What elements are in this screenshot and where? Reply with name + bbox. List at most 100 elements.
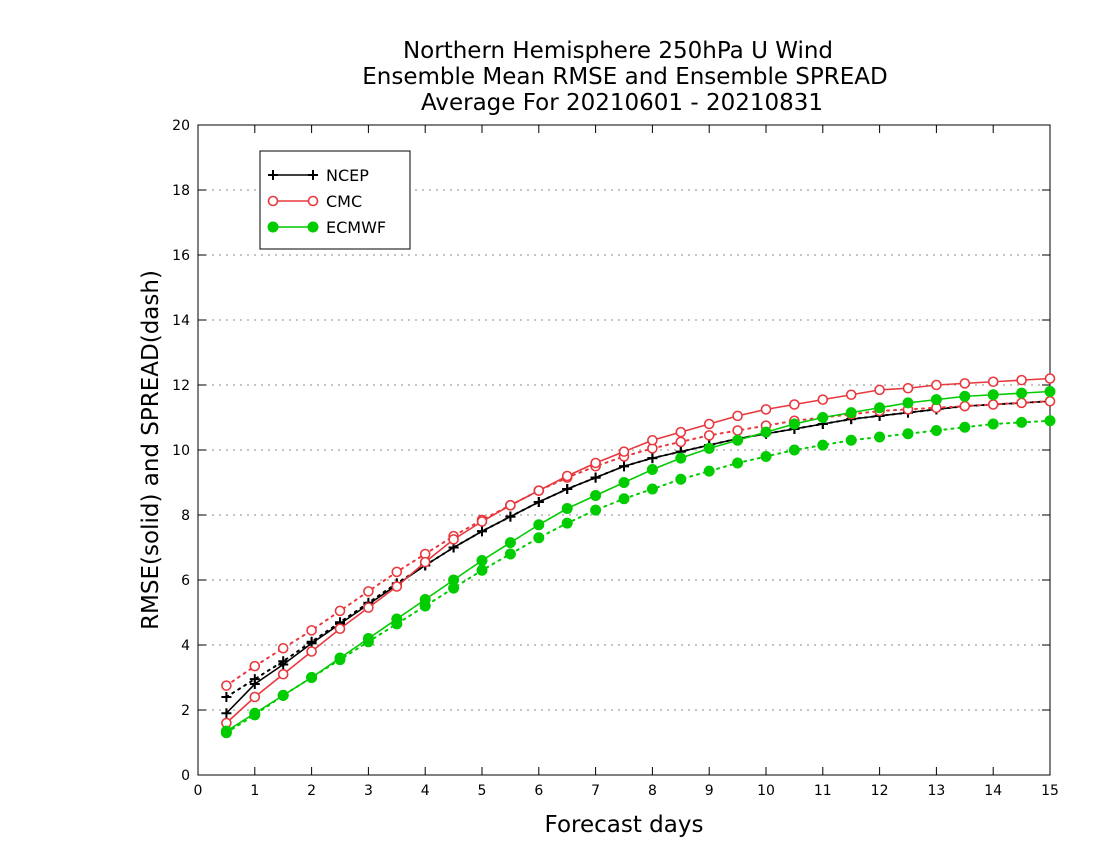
rmse-point-cmc bbox=[391, 581, 403, 592]
x-axis-ticks: 0 1 2 3 4 5 6 7 8 9 10 11 12 13 14 15 bbox=[194, 125, 1059, 799]
rmse-point-cmc bbox=[845, 389, 857, 401]
rmse-point-ecmwf bbox=[646, 464, 658, 475]
spread-point-cmc bbox=[675, 436, 687, 448]
rmse-point-ncep bbox=[505, 511, 516, 522]
spread-point-ncep bbox=[221, 692, 232, 702]
x-tick-label: 14 bbox=[984, 783, 1002, 799]
y-tick-label: 6 bbox=[181, 573, 190, 589]
y-axis-label: RMSE(solid) and SPREAD(dash) bbox=[138, 270, 164, 630]
rmse-point-ncep bbox=[477, 526, 487, 537]
x-tick-label: 10 bbox=[757, 783, 775, 799]
spread-point-ecmwf bbox=[675, 473, 687, 485]
series-ncep bbox=[221, 396, 1055, 719]
rmse-point-ecmwf bbox=[334, 652, 346, 664]
rmse-point-ncep bbox=[533, 497, 544, 507]
spread-point-ecmwf bbox=[817, 439, 829, 451]
rmse-point-cmc bbox=[874, 384, 885, 396]
legend-label-ecmwf: ECMWF bbox=[326, 218, 386, 237]
rmse-point-ecmwf bbox=[618, 477, 630, 488]
spread-point-cmc bbox=[249, 660, 261, 672]
rmse-point-ecmwf bbox=[959, 390, 971, 402]
rmse-point-ncep bbox=[647, 453, 658, 464]
spread-point-ecmwf bbox=[533, 532, 545, 544]
rmse-point-cmc bbox=[987, 376, 999, 388]
rmse-point-ecmwf bbox=[732, 434, 744, 446]
spread-point-cmc bbox=[221, 680, 232, 691]
spread-point-ecmwf bbox=[732, 457, 744, 469]
x-tick-label: 5 bbox=[478, 783, 487, 799]
spread-point-ecmwf bbox=[476, 564, 488, 576]
rmse-point-cmc bbox=[1016, 374, 1027, 386]
x-tick-label: 7 bbox=[591, 783, 600, 799]
legend-item-cmc: CMC bbox=[267, 192, 362, 211]
rmse-point-ncep bbox=[590, 472, 601, 483]
legend-label-cmc: CMC bbox=[326, 192, 362, 211]
y-tick-label: 4 bbox=[181, 638, 190, 654]
rmse-point-cmc bbox=[732, 410, 743, 422]
rmse-point-ncep bbox=[221, 708, 232, 719]
rmse-point-ecmwf bbox=[987, 389, 999, 401]
spread-point-cmc bbox=[1044, 395, 1056, 407]
y-tick-label: 8 bbox=[181, 508, 190, 524]
y-tick-label: 16 bbox=[172, 248, 190, 264]
rmse-point-ecmwf bbox=[561, 503, 573, 514]
rmse-point-cmc bbox=[533, 485, 545, 496]
spread-point-cmc bbox=[987, 399, 999, 410]
rmse-point-ecmwf bbox=[902, 397, 914, 409]
legend-marker bbox=[267, 195, 279, 207]
rmse-point-ecmwf bbox=[703, 442, 715, 454]
series-cmc bbox=[221, 373, 1056, 729]
rmse-point-cmc bbox=[931, 379, 942, 391]
y-tick-label: 12 bbox=[172, 378, 190, 394]
rmse-point-ecmwf bbox=[220, 725, 232, 737]
title-line-2: Ensemble Mean RMSE and Ensemble SPREAD bbox=[362, 64, 887, 90]
rmse-point-cmc bbox=[277, 668, 289, 680]
spread-point-cmc bbox=[1016, 397, 1027, 409]
spread-point-ecmwf bbox=[703, 465, 715, 477]
spread-point-cmc bbox=[306, 625, 317, 636]
spread-point-ecmwf bbox=[618, 493, 630, 505]
rmse-point-cmc bbox=[476, 516, 488, 527]
legend-box bbox=[259, 150, 411, 250]
spread-point-ecmwf bbox=[561, 517, 573, 529]
spread-point-ecmwf bbox=[959, 421, 971, 433]
spread-point-cmc bbox=[732, 425, 743, 436]
rmse-point-cmc bbox=[703, 418, 715, 430]
spread-point-cmc bbox=[363, 586, 374, 597]
rmse-point-cmc bbox=[590, 457, 601, 469]
rmse-point-ecmwf bbox=[419, 594, 431, 605]
rmse-point-cmc bbox=[959, 378, 971, 389]
rmse-point-ecmwf bbox=[817, 412, 829, 423]
title-line-3: Average For 20210601 - 20210831 bbox=[421, 90, 823, 116]
rmse-point-cmc bbox=[249, 691, 261, 703]
y-tick-label: 14 bbox=[172, 313, 190, 329]
spread-point-ecmwf bbox=[874, 431, 886, 443]
x-tick-label: 1 bbox=[250, 783, 259, 799]
x-tick-label: 11 bbox=[814, 783, 832, 799]
rmse-point-ecmwf bbox=[504, 537, 516, 549]
title-line-1: Northern Hemisphere 250hPa U Wind bbox=[403, 38, 833, 64]
rmse-point-cmc bbox=[647, 434, 658, 446]
spread-point-cmc bbox=[334, 605, 346, 617]
rmse-line-ncep bbox=[225, 400, 1051, 714]
rmse-point-ecmwf bbox=[788, 418, 800, 430]
rmse-point-cmc bbox=[448, 534, 459, 545]
x-tick-label: 6 bbox=[534, 783, 543, 799]
x-tick-label: 8 bbox=[648, 783, 657, 799]
y-tick-label: 10 bbox=[172, 443, 190, 459]
rmse-point-ecmwf bbox=[448, 574, 460, 586]
rmse-point-ecmwf bbox=[533, 519, 545, 531]
x-tick-label: 2 bbox=[307, 783, 316, 799]
legend-item-ncep: NCEP bbox=[268, 166, 369, 185]
legend-marker bbox=[307, 221, 319, 233]
rmse-point-cmc bbox=[334, 623, 346, 635]
rmse-point-ncep bbox=[249, 679, 260, 689]
spread-point-cmc bbox=[959, 400, 971, 412]
y-axis-ticks: 0 2 4 6 8 10 12 14 16 18 20 bbox=[172, 118, 1050, 784]
rmse-point-ecmwf bbox=[277, 689, 289, 701]
rmse-point-ecmwf bbox=[362, 633, 374, 644]
x-tick-label: 4 bbox=[421, 783, 430, 799]
rmse-point-ecmwf bbox=[1016, 387, 1028, 399]
x-tick-label: 3 bbox=[364, 783, 373, 799]
rmse-point-cmc bbox=[817, 394, 829, 405]
